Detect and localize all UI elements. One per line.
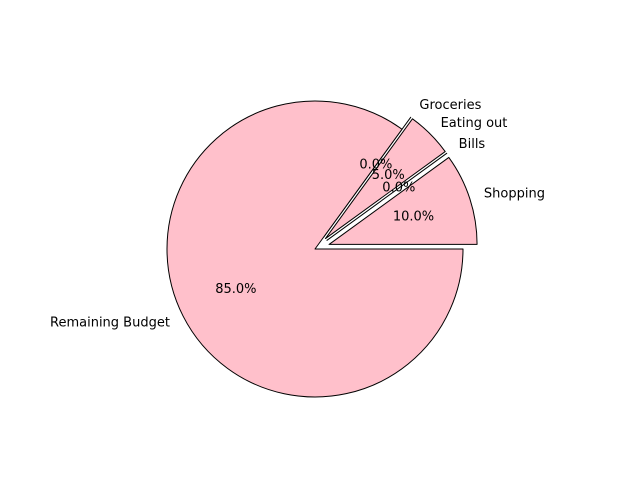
category-label-bills: Bills [459,137,486,152]
percent-label-bills: 0.0% [382,181,415,196]
pie-slice-remaining-budget [166,100,464,398]
percent-label-remaining-budget: 85.0% [215,282,256,297]
percent-label-shopping: 10.0% [393,209,434,224]
percent-label-groceries: 0.0% [359,158,392,173]
category-label-groceries: Groceries [419,98,481,113]
category-label-shopping: Shopping [484,187,545,202]
category-label-remaining-budget: Remaining Budget [50,315,170,330]
category-label-eating-out: Eating out [441,116,508,131]
pie-slice-bills [326,152,448,241]
percent-label-eating-out: 5.0% [372,168,405,183]
pie-slice-eating-out [324,118,446,240]
pie-slice-shopping [328,156,478,245]
